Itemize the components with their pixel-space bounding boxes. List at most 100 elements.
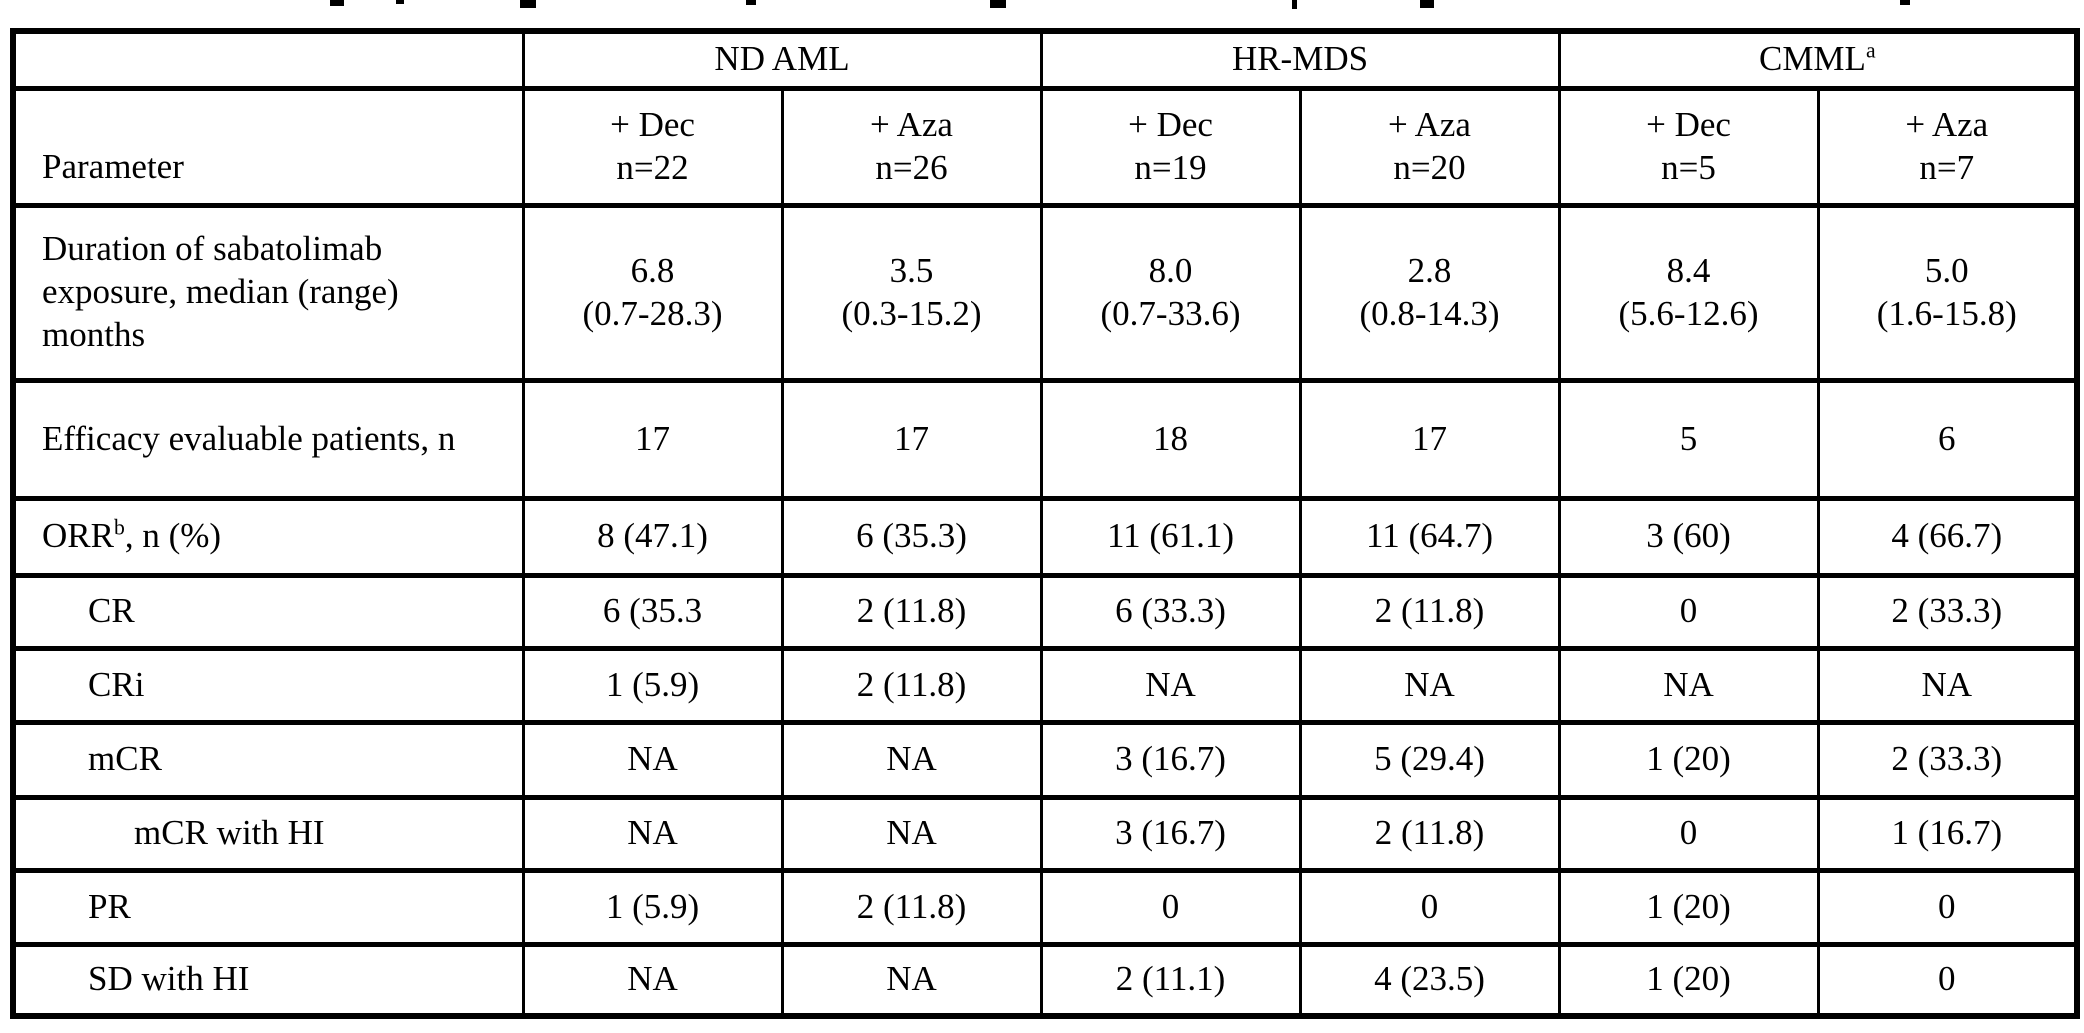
table-cell: NA (1298, 645, 1561, 725)
table-cell: 0 (1816, 941, 2079, 1019)
table-cell: 2 (11.1) (1039, 941, 1302, 1019)
table-cell: NA (521, 719, 784, 800)
row-label-cell: CRi (11, 645, 525, 725)
table-cell: 3.5 (0.3-15.2) (780, 202, 1043, 383)
row-label: mCR with HI (134, 813, 325, 853)
table-cell: 3 (60) (1557, 495, 1820, 578)
row-label-cell: mCR with HI (11, 794, 525, 873)
table-cell: NA (521, 941, 784, 1019)
table-row-orr: ORRb, n (%) 8 (47.1) 6 (35.3) 11 (61.1) … (11, 495, 2079, 578)
cohort-header-row: ND AML HR-MDS CMMLa (11, 28, 2079, 91)
treatment-header-row: Parameter + Dec n=22 + Aza n=26 + Dec n=19 … (11, 85, 2079, 208)
table-cell: 2.8 (0.8-14.3) (1298, 202, 1561, 383)
table-cell: 17 (780, 377, 1043, 501)
caption-fragment (330, 0, 344, 6)
sample-size-label: n=22 (616, 147, 689, 187)
table-cell: 4 (66.7) (1816, 495, 2079, 578)
row-label-cell: PR (11, 867, 525, 947)
treatment-label: + Aza (1905, 104, 1989, 144)
table-cell: 0 (1298, 867, 1561, 947)
cohort-header-hr-mds: HR-MDS (1039, 28, 1561, 91)
table-cell: 6 (35.3) (780, 495, 1043, 578)
table-row-pr: PR 1 (5.9) 2 (11.8) 0 0 1 (20) 0 (11, 867, 2079, 947)
table-cell: 0 (1557, 572, 1820, 651)
table-cell: 1 (16.7) (1816, 794, 2079, 873)
row-label: CR (88, 591, 135, 631)
efficacy-table: ND AML HR-MDS CMMLa Parameter + Dec n=22 … (10, 28, 2081, 1019)
table-cell: 5.0 (1.6-15.8) (1816, 202, 2079, 383)
table-cell: 4 (23.5) (1298, 941, 1561, 1019)
caption-fragment (990, 0, 1006, 8)
table-cell: 2 (11.8) (780, 572, 1043, 651)
subheader-cmml-aza: + Aza n=7 (1816, 85, 2079, 208)
table-cell: NA (1039, 645, 1302, 725)
row-label: CRi (88, 664, 145, 704)
caption-fragment (746, 0, 756, 5)
row-label-cell: Duration of sabatolimab exposure, median… (11, 202, 525, 383)
table-cell: 0 (1557, 794, 1820, 873)
table-cell: 8.4 (5.6-12.6) (1557, 202, 1820, 383)
cohort-label: ND AML (714, 39, 850, 79)
table-cell: 5 (29.4) (1298, 719, 1561, 800)
table-cell: 0 (1039, 867, 1302, 947)
table-cell: 6.8 (0.7-28.3) (521, 202, 784, 383)
table-cell: 11 (61.1) (1039, 495, 1302, 578)
table-cell: 3 (16.7) (1039, 719, 1302, 800)
table-cell: 2 (11.8) (1298, 572, 1561, 651)
row-label: PR (88, 886, 131, 926)
table-cell: 2 (11.8) (780, 867, 1043, 947)
table-cell: NA (780, 719, 1043, 800)
cohort-header-nd-aml: ND AML (521, 28, 1043, 91)
sample-size-label: n=19 (1134, 147, 1207, 187)
corner-cell (11, 28, 525, 91)
row-label-cell: mCR (11, 719, 525, 800)
subheader-cmml-dec: + Dec n=5 (1557, 85, 1820, 208)
table-cell: NA (521, 794, 784, 873)
caption-fragment (1900, 0, 1910, 5)
table-cell: NA (1816, 645, 2079, 725)
table-cell: 8.0 (0.7-33.6) (1039, 202, 1302, 383)
caption-fragment (520, 0, 536, 8)
table-row-evaluable: Efficacy evaluable patients, n 17 17 18 … (11, 377, 2079, 501)
table-row-duration: Duration of sabatolimab exposure, median… (11, 202, 2079, 383)
table-row-cr: CR 6 (35.3 2 (11.8) 6 (33.3) 2 (11.8) 0 … (11, 572, 2079, 651)
table-cell: 18 (1039, 377, 1302, 501)
table-cell: 6 (33.3) (1039, 572, 1302, 651)
treatment-label: + Dec (610, 104, 695, 144)
treatment-label: + Dec (1128, 104, 1213, 144)
cohort-label: HR-MDS (1231, 39, 1369, 79)
table-cell: 5 (1557, 377, 1820, 501)
table-row-mcr: mCR NA NA 3 (16.7) 5 (29.4) 1 (20) 2 (33… (11, 719, 2079, 800)
row-label: Duration of sabatolimab exposure, median… (42, 229, 399, 354)
table-cell: NA (780, 794, 1043, 873)
row-label-cell: CR (11, 572, 525, 651)
cohort-label: CMML (1758, 39, 1866, 79)
table-cell: 2 (33.3) (1816, 572, 2079, 651)
table-cell: 1 (20) (1557, 941, 1820, 1019)
subheader-hrmds-aza: + Aza n=20 (1298, 85, 1561, 208)
subheader-hrmds-dec: + Dec n=19 (1039, 85, 1302, 208)
treatment-label: + Dec (1646, 104, 1731, 144)
table-cell: NA (780, 941, 1043, 1019)
table-cell: 8 (47.1) (521, 495, 784, 578)
subheader-ndaml-dec: + Dec n=22 (521, 85, 784, 208)
row-label-suffix: , n (%) (124, 516, 222, 556)
table-cell: 1 (5.9) (521, 645, 784, 725)
table-cell: 11 (64.7) (1298, 495, 1561, 578)
caption-fragment (1420, 0, 1434, 8)
row-label: Efficacy evaluable patients, n (42, 418, 456, 458)
sample-size-label: n=20 (1393, 147, 1466, 187)
sample-size-label: n=26 (875, 147, 948, 187)
table-cell: 6 (1816, 377, 2079, 501)
treatment-label: + Aza (870, 104, 953, 144)
treatment-label: + Aza (1388, 104, 1471, 144)
cohort-header-cmml: CMMLa (1557, 28, 2079, 91)
table-row-mcr-with-hi: mCR with HI NA NA 3 (16.7) 2 (11.8) 0 1 … (11, 794, 2079, 873)
footnote-marker: b (113, 515, 125, 540)
row-label: ORR (42, 516, 114, 556)
row-label: mCR (88, 739, 162, 779)
sample-size-label: n=5 (1661, 147, 1716, 187)
table-cell: 2 (33.3) (1816, 719, 2079, 800)
table-row-cri: CRi 1 (5.9) 2 (11.8) NA NA NA NA (11, 645, 2079, 725)
row-label-cell: ORRb, n (%) (11, 495, 525, 578)
